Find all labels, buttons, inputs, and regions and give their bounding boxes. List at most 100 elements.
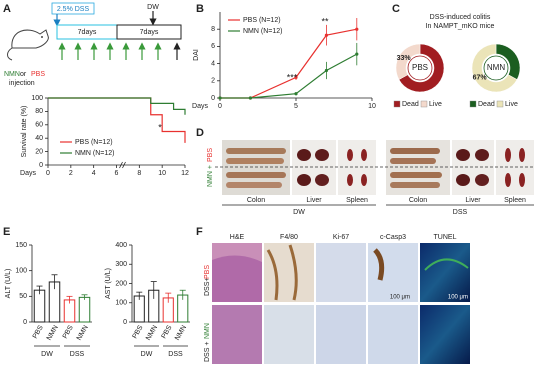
panel-label: F	[196, 226, 203, 238]
annotation: **	[321, 16, 329, 26]
legend-label: Live	[429, 101, 442, 108]
row-label: DSS+	[204, 278, 211, 296]
x-tick-label: NMN	[46, 324, 60, 341]
treatment: PBS	[31, 71, 45, 78]
micrograph	[264, 243, 314, 302]
annotation: *	[158, 122, 162, 132]
marker	[294, 75, 298, 79]
group-label: DW	[41, 351, 53, 358]
x-tick-label: PBS	[161, 324, 174, 340]
colon	[390, 172, 442, 178]
group-label: DSS	[70, 351, 85, 358]
y-tick-label: 200	[115, 280, 127, 287]
marker	[324, 33, 328, 37]
y-tick-label: 6	[211, 43, 215, 50]
legend-label: Dead	[402, 101, 419, 108]
legend-swatch	[393, 100, 401, 108]
x-tick-label: 0	[46, 170, 50, 177]
y-tick-label: 0	[39, 162, 43, 169]
period-label: 7days	[140, 29, 159, 36]
donut-center	[407, 55, 433, 81]
x-tick-label: 6	[115, 170, 119, 177]
legend-label: PBS (N=12)	[243, 17, 281, 24]
row-label: NMN +	[207, 165, 214, 187]
mouse-eye	[41, 36, 43, 38]
column-label: H&E	[230, 234, 245, 241]
stain	[373, 248, 385, 281]
x-tick-label: 4	[92, 170, 96, 177]
spleen	[519, 173, 525, 187]
group-label: DSS	[168, 351, 183, 358]
y-tick-label: 0	[23, 319, 27, 326]
row-label: PBS	[204, 265, 211, 279]
colon	[226, 158, 284, 164]
column-label: c-Casp3	[380, 234, 406, 241]
micrograph	[316, 243, 366, 302]
row-label: DSS +	[204, 342, 211, 362]
x-tick-label: 8	[137, 170, 141, 177]
spleen	[519, 148, 525, 162]
organ-label: Colon	[247, 197, 265, 204]
x-tick-label: PBS	[132, 324, 145, 340]
column-label: Ki-67	[333, 234, 349, 241]
legend-swatch	[469, 100, 477, 108]
legend-swatch	[496, 100, 504, 108]
y-tick-label: 4	[211, 60, 215, 67]
photo	[338, 140, 376, 195]
y-tick-label: 400	[115, 242, 127, 249]
x-tick-label: 12	[181, 170, 189, 177]
legend-label: Dead	[478, 101, 495, 108]
colon	[226, 172, 286, 178]
y-tick-label: 0	[123, 319, 127, 326]
x-tick-label: 10	[368, 103, 376, 110]
value-label: 33%	[397, 55, 412, 62]
organ-label: Liver	[306, 197, 322, 204]
marker	[248, 96, 252, 100]
liver	[475, 174, 489, 186]
panel-labels: A B C D E F	[3, 3, 400, 238]
panel-label: E	[3, 226, 10, 238]
stain	[266, 244, 298, 301]
histology: H&E F4/80 Ki-67 c-Casp3 TUNEL 100 μm 100…	[204, 234, 470, 364]
photo	[452, 140, 494, 195]
chart-subtitle: In NAMPT_mKO mice	[426, 23, 495, 30]
period-box	[116, 24, 182, 40]
tissue	[212, 255, 262, 302]
x-tick-label: 10	[158, 170, 166, 177]
treatment: or	[20, 71, 27, 78]
x-tick-label: 5	[294, 103, 298, 110]
y-tick-label: 100	[115, 300, 127, 307]
spleen	[505, 148, 511, 162]
y-tick-label: 2	[211, 78, 215, 85]
mouse-tail	[7, 47, 13, 61]
liver	[297, 174, 311, 186]
period-label: 7days	[78, 29, 97, 36]
annotation: ***	[287, 72, 298, 82]
dw-label: DW	[147, 4, 159, 11]
bar	[133, 295, 145, 323]
photos: NMN + PBS Colon Liver Spleen Colon Liver…	[207, 140, 535, 216]
y-axis-label: ALT (U/L)	[5, 269, 12, 299]
donut-slice	[471, 43, 518, 93]
mouse-icon	[11, 29, 49, 49]
liver	[315, 149, 329, 161]
organ-label: Colon	[409, 197, 427, 204]
injection-arrows	[58, 42, 162, 60]
y-tick-label: 40	[35, 135, 43, 142]
treatment: NMN	[4, 71, 20, 78]
y-tick-label: 0	[211, 95, 215, 102]
marker	[294, 92, 298, 96]
panel-label: C	[392, 3, 400, 15]
marker	[218, 96, 222, 100]
donut-center	[483, 55, 509, 81]
dss-label: 2.5% DSS	[57, 6, 90, 13]
y-axis-label: DAI	[193, 49, 200, 61]
colon	[226, 148, 286, 154]
legend-label: Live	[505, 101, 518, 108]
row-label: NMN	[204, 323, 211, 339]
micrograph	[420, 305, 470, 364]
spleen	[347, 174, 353, 186]
x-tick-label: NMN	[76, 324, 90, 341]
y-tick-label: 50	[19, 293, 27, 300]
y-tick-label: 100	[31, 95, 43, 102]
